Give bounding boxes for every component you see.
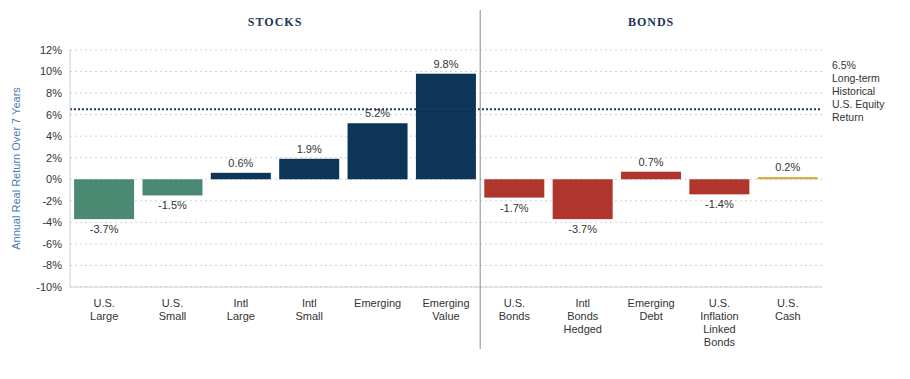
svg-text:0.6%: 0.6% (228, 157, 253, 169)
svg-text:Emerging: Emerging (354, 297, 401, 309)
svg-text:U.S.: U.S. (162, 297, 183, 309)
svg-text:Intl: Intl (575, 297, 590, 309)
svg-text:6.5%: 6.5% (832, 59, 856, 71)
svg-text:-4%: -4% (42, 216, 62, 228)
svg-text:0%: 0% (46, 173, 62, 185)
svg-text:Large: Large (227, 310, 255, 322)
svg-text:-6%: -6% (42, 238, 62, 250)
svg-text:-1.7%: -1.7% (500, 202, 529, 214)
svg-text:Small: Small (159, 310, 187, 322)
svg-text:12%: 12% (40, 44, 62, 56)
svg-text:-1.4%: -1.4% (705, 198, 734, 210)
svg-text:Cash: Cash (775, 310, 801, 322)
svg-text:U.S.: U.S. (777, 297, 798, 309)
svg-text:Value: Value (432, 310, 459, 322)
svg-text:10%: 10% (40, 65, 62, 77)
svg-text:STOCKS: STOCKS (248, 15, 302, 29)
svg-text:5.2%: 5.2% (365, 107, 391, 120)
svg-text:Bonds: Bonds (499, 310, 531, 322)
svg-text:-2%: -2% (42, 195, 62, 207)
svg-text:Historical: Historical (832, 85, 875, 97)
svg-text:0.2%: 0.2% (775, 161, 800, 173)
svg-text:Large: Large (90, 310, 118, 322)
svg-text:Intl: Intl (234, 297, 249, 309)
svg-text:BONDS: BONDS (628, 15, 674, 29)
svg-text:Intl: Intl (302, 297, 317, 309)
svg-text:-8%: -8% (42, 259, 62, 271)
svg-text:Small: Small (296, 310, 324, 322)
svg-text:9.8%: 9.8% (433, 58, 458, 70)
svg-text:Long-term: Long-term (832, 72, 880, 84)
svg-text:Emerging: Emerging (628, 297, 675, 309)
svg-text:-3.7%: -3.7% (568, 223, 597, 235)
svg-text:U.S.: U.S. (93, 297, 114, 309)
svg-text:Hedged: Hedged (563, 323, 602, 335)
svg-text:1.9%: 1.9% (297, 143, 322, 155)
svg-text:4%: 4% (46, 130, 62, 142)
svg-text:U.S. Equity: U.S. Equity (832, 98, 885, 110)
svg-text:8%: 8% (46, 87, 62, 99)
svg-text:2%: 2% (46, 152, 62, 164)
svg-text:Emerging: Emerging (422, 297, 469, 309)
svg-text:-10%: -10% (36, 281, 62, 293)
svg-text:-3.7%: -3.7% (90, 223, 119, 235)
svg-text:Linked: Linked (703, 323, 735, 335)
svg-text:Bonds: Bonds (704, 336, 736, 348)
svg-text:Return: Return (832, 111, 864, 123)
svg-text:Bonds: Bonds (567, 310, 599, 322)
svg-text:Inflation: Inflation (700, 310, 739, 322)
svg-text:0.7%: 0.7% (638, 156, 663, 168)
svg-text:6%: 6% (46, 109, 62, 121)
svg-text:Debt: Debt (639, 310, 662, 322)
svg-text:U.S.: U.S. (709, 297, 730, 309)
svg-text:U.S.: U.S. (504, 297, 525, 309)
svg-text:Annual Real Return Over 7 Year: Annual Real Return Over 7 Years (10, 87, 22, 250)
svg-text:-1.5%: -1.5% (158, 199, 187, 211)
